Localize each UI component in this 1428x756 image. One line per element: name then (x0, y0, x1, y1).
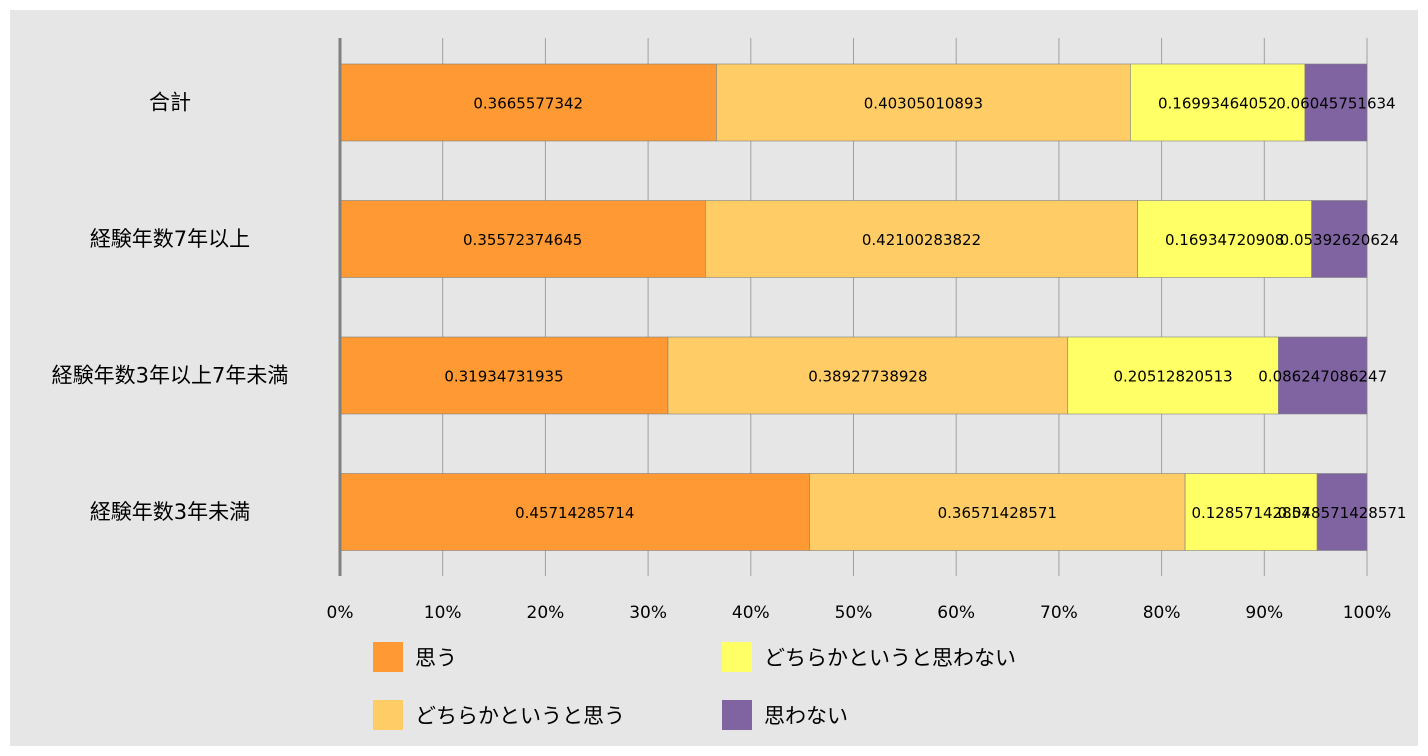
data-label: 0.3665577342 (473, 95, 583, 113)
bar-segment (667, 336, 1069, 415)
x-tick-label: 60% (937, 603, 975, 623)
x-tick-label: 70% (1040, 603, 1078, 623)
bar-segment (705, 200, 1138, 278)
data-label: 0.45714285714 (515, 504, 634, 522)
data-label: 0.16993464052 (1158, 95, 1277, 113)
data-label: 0.35572374645 (463, 231, 582, 249)
x-tick-label: 20% (527, 603, 565, 623)
legend-swatch (722, 700, 752, 730)
bar-segment (339, 473, 810, 551)
data-label: 0.086247086247 (1258, 368, 1387, 386)
x-tick-label: 80% (1143, 603, 1181, 623)
category-label: 経験年数3年未満 (90, 500, 250, 524)
data-label: 0.31934731935 (444, 368, 563, 386)
bar-segment (1304, 63, 1368, 142)
legend-swatch (373, 642, 403, 672)
bar-segment (339, 63, 717, 142)
data-label: 0.20512820513 (1113, 368, 1232, 386)
x-tick-label: 0% (327, 603, 354, 623)
bar-segment (1130, 63, 1306, 142)
data-label: 0.048571428571 (1278, 504, 1407, 522)
bar-segment (1316, 473, 1368, 551)
x-tick-label: 100% (1343, 603, 1392, 623)
bar-segment (1311, 200, 1368, 278)
bar-segment (716, 63, 1131, 142)
x-tick-label: 50% (835, 603, 873, 623)
data-label: 0.06045751634 (1276, 95, 1395, 113)
bar-segment (1067, 336, 1279, 415)
category-label: 経験年数3年以上7年未満 (52, 364, 289, 388)
bar-segment (809, 473, 1186, 551)
data-label: 0.36571428571 (938, 504, 1057, 522)
data-label: 0.12857142857 (1191, 504, 1310, 522)
chart-area: 0% 10% 20% 30% 40% 50% 60% 70% 80% 90% 100% 合計 0.366… (10, 10, 1418, 746)
legend-swatch (722, 642, 752, 672)
data-label: 0.05392620624 (1280, 231, 1399, 249)
bar-segment (339, 336, 669, 415)
data-label: 0.40305010893 (864, 95, 983, 113)
x-tick-label: 40% (732, 603, 770, 623)
bar-segment (1184, 473, 1318, 551)
x-tick-label: 10% (424, 603, 462, 623)
bar-segment (1278, 336, 1368, 415)
legend-label: どちらかというと思う (415, 704, 625, 728)
category-label: 経験年数7年以上 (90, 227, 250, 251)
legend-swatch (373, 700, 403, 730)
legend-label: どちらかというと思わない (764, 646, 1016, 670)
x-tick-label: 90% (1245, 603, 1283, 623)
data-label: 0.16934720908 (1165, 231, 1284, 249)
bar-segment (1137, 200, 1312, 278)
category-label: 合計 (149, 91, 191, 115)
legend-label: 思わない (764, 704, 848, 728)
stacked-bar-chart: 0% 10% 20% 30% 40% 50% 60% 70% 80% 90% 100% 合計 0.366… (52, 38, 1407, 730)
x-tick-label: 30% (629, 603, 667, 623)
data-label: 0.42100283822 (862, 231, 981, 249)
legend-label: 思う (415, 646, 457, 670)
data-label: 0.38927738928 (808, 368, 927, 386)
